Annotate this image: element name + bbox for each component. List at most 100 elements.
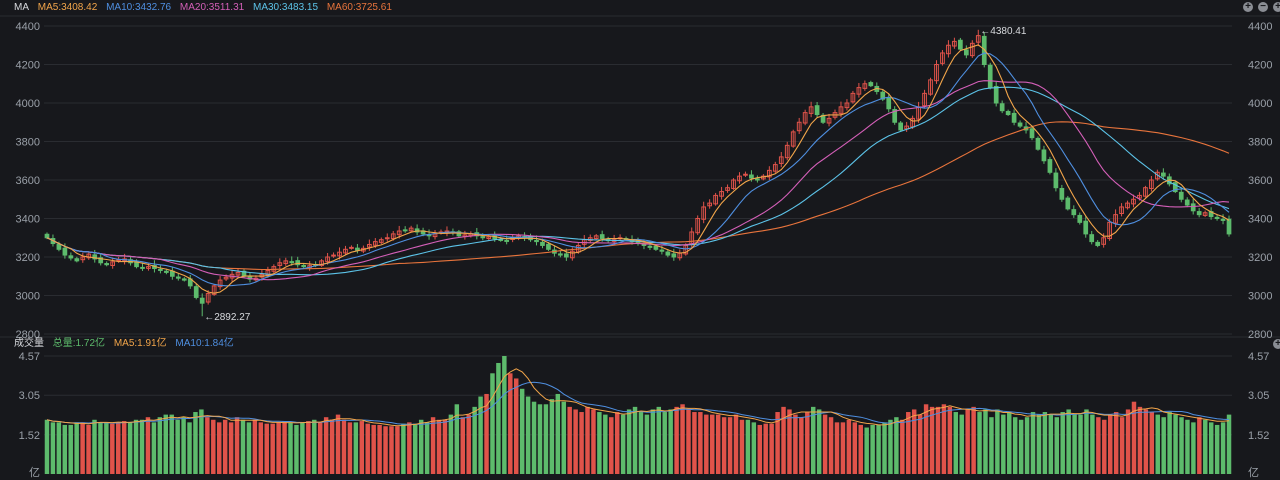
candle-body [265,269,271,276]
volume-bar [68,424,73,474]
candle-body [1083,220,1089,235]
ma10-legend: MA10:3432.76 [106,2,172,13]
volume-bar [715,414,721,474]
volume-bar [252,419,258,474]
candle-body [934,64,939,82]
volume-bar [306,421,311,474]
candle-body [1107,221,1112,240]
volume-bar [466,414,471,474]
candle-body [355,247,360,251]
candle-body [504,239,510,242]
volume-bar [757,424,762,474]
volume-bar [906,412,911,474]
volume-bar [157,417,163,474]
candle-body [766,169,772,178]
indicator-title[interactable]: MA [14,2,29,13]
volume-add-icon[interactable]: + [1273,339,1280,349]
volume-bar [424,422,430,474]
volume-bar [965,409,970,474]
volume-bar [323,417,329,474]
candle-body [665,251,671,256]
volume-bar [609,417,614,474]
volume-bar [947,406,953,474]
volume-bar [828,417,834,474]
candle-body [158,268,163,271]
volume-bar [923,404,929,474]
volume-tick-label-left: 4.57 [19,351,40,363]
candle-body [987,64,993,89]
volume-bar [983,409,988,474]
volume-bar [751,422,757,474]
candle-body [92,254,98,260]
candle-body [898,122,904,131]
volume-bar [1024,417,1030,474]
volume-bar [591,409,596,474]
volume-bar [1149,412,1155,474]
ma20-line [46,80,1230,281]
settings-icon[interactable]: + [1273,2,1280,12]
volume-bar [929,406,935,474]
candle-body [116,259,121,262]
volume-bar [175,419,180,474]
candle-body [856,87,862,95]
volume-bar [199,409,204,474]
volume-bar [418,419,424,474]
volume-bar [1096,417,1101,474]
candle-body [1196,211,1202,216]
volume-bar [1179,417,1184,474]
remove-indicator-icon[interactable]: − [1258,2,1268,12]
volume-bar [900,419,905,474]
volume-bar [1072,414,1077,474]
candle-body [277,262,283,266]
candle-body [862,83,868,89]
candle-body [301,264,307,268]
volume-bar [531,401,537,474]
candle-body [981,35,987,65]
volume-bar [329,419,335,474]
volume-bar [1119,417,1125,474]
volume-bar [365,423,370,474]
volume-bar [971,406,976,474]
add-indicator-icon[interactable]: + [1243,2,1253,12]
volume-bar [1036,414,1042,474]
volume-bar [169,414,174,474]
volume-bar [1191,422,1196,474]
candle-body [170,270,175,277]
candle-body [1143,187,1148,197]
volume-bar [793,414,798,474]
volume-bar [917,414,923,474]
volume-title[interactable]: 成交量 [14,338,44,349]
candle-body [790,131,796,147]
volume-bar [519,388,525,474]
candle-body [349,246,354,249]
volume-bar [151,422,157,474]
candle-body [1053,172,1059,189]
volume-bar [650,409,656,474]
volume-bar [264,423,269,474]
volume-tick-label-right: 1.52 [1248,430,1269,442]
volume-bar [1090,414,1095,474]
volume-bar [1203,419,1208,474]
volume-pane[interactable]: 1.52 1.52 3.05 3.05 4.57 4.57 亿 亿 [19,351,1270,479]
volume-bar [1137,406,1143,474]
volume-bar [1220,422,1226,474]
candle-body [701,206,707,220]
volume-unit-left: 亿 [29,466,40,479]
volume-bar [822,414,828,474]
volume-bar [1173,414,1178,474]
candle-body [1160,172,1166,177]
candle-body [205,293,211,303]
price-legend: MA MA5:3408.42 MA10:3432.76 MA20:3511.31… [0,0,398,16]
high-annotation: ←4380.41 [980,26,1027,37]
volume-bar [1018,419,1024,474]
candle-body [850,92,856,103]
volume-bar [668,409,673,474]
candle-body [784,144,790,159]
candle-body [98,257,104,264]
price-pane[interactable]: 2800 3000 3200 3400 3600 3800 4000 4200 4400 2800… [0,15,1280,341]
volume-bar [460,417,465,474]
volume-bar [62,424,68,474]
volume-total-legend: 总量:1.72亿 [52,338,106,349]
volume-bar [721,417,727,474]
